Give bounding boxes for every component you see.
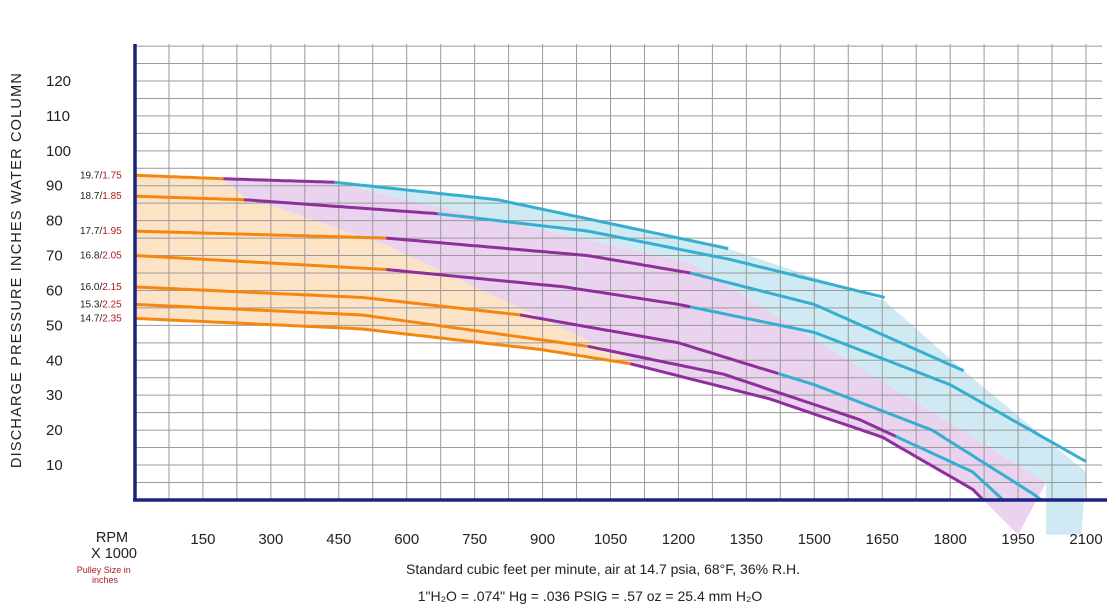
pulley-size-label: Pulley Size in inches	[77, 565, 134, 585]
x-tick-labels: 150 300 450 600 750 900 1050 1200 1350 1500 1650 18…	[190, 531, 1102, 548]
curve-label-pulley: 2.25	[102, 299, 122, 310]
rpm-label-line2: X 1000	[91, 546, 137, 562]
curve-label: 14.7/2.35	[80, 313, 122, 324]
curve-label: 16.0/2.15	[80, 282, 122, 293]
curve-label-pulley: 2.05	[102, 251, 122, 262]
curve-label: 16.8/2.05	[80, 251, 122, 262]
curve-label-rpm: 19.7/	[80, 170, 102, 181]
y-tick-labels: 10 20 30 40 50 60 70 80 90 100 110 120	[46, 73, 71, 474]
x-tick-label: 1950	[1001, 531, 1034, 548]
x-tick-label: 450	[326, 531, 351, 548]
pulley-label-line2: inches	[92, 575, 119, 585]
x-tick-label: 750	[462, 531, 487, 548]
curve-label-rpm: 14.7/	[80, 313, 102, 324]
curve-label-pulley: 2.35	[102, 313, 122, 324]
x-tick-label: 1650	[866, 531, 899, 548]
y-tick-label: 20	[46, 422, 63, 439]
rpm-label-line1: RPM	[96, 530, 128, 546]
curve-label: 17.7/1.95	[80, 226, 122, 237]
curve-label: 19.7/1.75	[80, 170, 122, 181]
x-axis-title: Standard cubic feet per minute, air at 1…	[406, 561, 800, 577]
y-tick-label: 120	[46, 73, 71, 90]
curve-label-rpm: 16.0/	[80, 282, 102, 293]
curve-label-rpm: 15.3/	[80, 299, 102, 310]
y-tick-label: 30	[46, 387, 63, 404]
curve-label-rpm: 18.7/	[80, 191, 102, 202]
y-tick-label: 100	[46, 143, 71, 160]
curve-label-rpm: 17.7/	[80, 226, 102, 237]
conversion-note: 1"H₂O = .074" Hg = .036 PSIG = .57 oz = …	[418, 588, 763, 604]
rpm-axis-label: RPM X 1000	[91, 530, 137, 562]
x-tick-label: 600	[394, 531, 419, 548]
curve-label-pulley: 1.95	[102, 226, 122, 237]
x-tick-label: 900	[530, 531, 555, 548]
curve-label-pulley: 1.85	[102, 191, 122, 202]
y-tick-label: 40	[46, 352, 63, 369]
y-tick-label: 90	[46, 178, 63, 195]
x-tick-label: 1050	[594, 531, 627, 548]
y-tick-label: 60	[46, 282, 63, 299]
x-tick-label: 300	[258, 531, 283, 548]
curve-label: 15.3/2.25	[80, 299, 122, 310]
y-tick-label: 110	[46, 108, 70, 125]
pulley-label-line1: Pulley Size in	[77, 565, 131, 575]
x-tick-label: 1200	[662, 531, 695, 548]
curve-label-pulley: 2.15	[102, 282, 122, 293]
x-tick-label: 1350	[730, 531, 763, 548]
curve-labels: 19.7/1.7518.7/1.8517.7/1.9516.8/2.0516.0…	[80, 170, 122, 324]
curve-label: 18.7/1.85	[80, 191, 122, 202]
y-tick-label: 50	[46, 317, 63, 334]
x-tick-label: 150	[190, 531, 215, 548]
x-tick-label: 2100	[1069, 531, 1102, 548]
y-tick-label: 80	[46, 213, 63, 230]
x-axis-title-text: Standard cubic feet per minute, air at 1…	[406, 561, 800, 577]
curve-label-rpm: 16.8/	[80, 251, 102, 262]
y-axis-title: DISCHARGE PRESSURE INCHES WATER COLUMN	[9, 72, 25, 468]
x-tick-label: 1800	[933, 531, 966, 548]
y-tick-label: 10	[46, 457, 63, 474]
y-tick-label: 70	[46, 248, 63, 265]
x-tick-label: 1500	[798, 531, 831, 548]
curve-label-pulley: 1.75	[102, 170, 122, 181]
